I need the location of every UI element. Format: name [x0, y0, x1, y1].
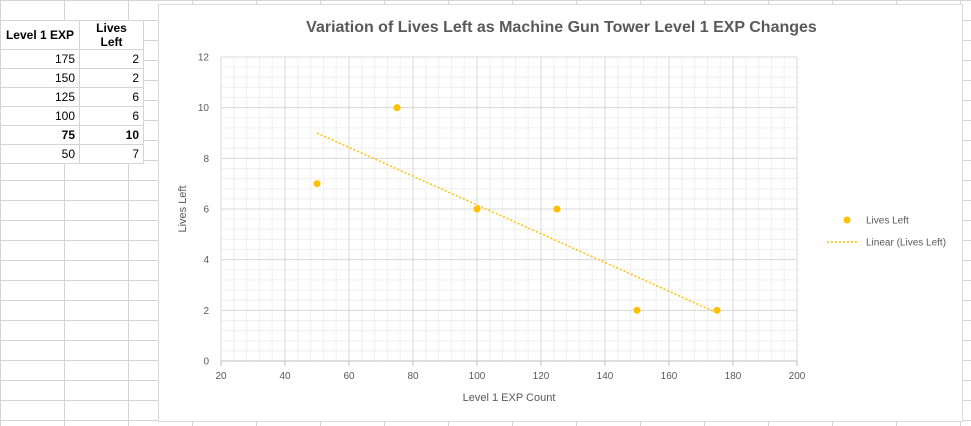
data-table: Level 1 EXP Lives Left 175 2 150 2 125 6…	[0, 20, 144, 164]
y-tick-label: 10	[198, 103, 210, 114]
y-tick-label: 6	[203, 205, 209, 216]
scatter-chart: 20 40 60 80 100 120 140 160 180 200 0 2 4 6 8 10 12 Level…	[177, 53, 946, 405]
data-point	[553, 205, 561, 213]
header-level1-exp[interactable]: Level 1 EXP	[0, 20, 80, 50]
table-row: 100 6	[0, 106, 144, 126]
x-tick-label: 40	[279, 371, 291, 382]
data-point	[633, 306, 641, 314]
cell-lives[interactable]: 6	[79, 106, 144, 126]
chart-title: Variation of Lives Left as Machine Gun T…	[306, 19, 817, 36]
cell-lives[interactable]: 2	[79, 49, 144, 69]
legend-marker-lives-left	[843, 216, 851, 224]
table-row: 50 7	[0, 144, 144, 164]
x-tick-label: 200	[789, 371, 806, 382]
table-header-row: Level 1 EXP Lives Left	[0, 20, 144, 50]
cell-exp[interactable]: 175	[0, 49, 80, 69]
y-axis-title: Lives Left	[177, 185, 189, 232]
data-point	[713, 306, 721, 314]
cell-lives[interactable]: 7	[79, 144, 144, 164]
table-row: 75 10	[0, 125, 144, 145]
cell-exp[interactable]: 75	[0, 125, 80, 145]
x-tick-label: 80	[407, 371, 419, 382]
y-tick-label: 2	[203, 306, 209, 317]
cell-exp[interactable]: 50	[0, 144, 80, 164]
x-axis-title: Level 1 EXP Count	[463, 392, 556, 404]
x-tick-label: 120	[533, 371, 550, 382]
legend-label-lives-left: Lives Left	[866, 216, 909, 227]
data-point	[393, 104, 401, 112]
x-tick-label: 60	[343, 371, 355, 382]
chart-area[interactable]: Variation of Lives Left as Machine Gun T…	[158, 4, 963, 422]
y-tick-label: 0	[203, 357, 209, 368]
x-tick-label: 180	[725, 371, 742, 382]
cell-exp[interactable]: 125	[0, 87, 80, 107]
data-point	[473, 205, 481, 213]
table-row: 125 6	[0, 87, 144, 107]
cell-lives[interactable]: 10	[79, 125, 144, 145]
table-row: 150 2	[0, 68, 144, 88]
y-tick-label: 4	[203, 255, 209, 266]
cell-exp[interactable]: 100	[0, 106, 80, 126]
trendline	[316, 132, 718, 314]
x-tick-label: 140	[597, 371, 614, 382]
data-point	[313, 180, 321, 188]
cell-exp[interactable]: 150	[0, 68, 80, 88]
x-tick-label: 160	[661, 371, 678, 382]
cell-lives[interactable]: 6	[79, 87, 144, 107]
cell-lives[interactable]: 2	[79, 68, 144, 88]
y-tick-label: 12	[198, 53, 210, 64]
legend-label-trendline: Linear (Lives Left)	[866, 238, 946, 249]
y-tick-label: 8	[203, 154, 209, 165]
table-row: 175 2	[0, 49, 144, 69]
header-lives-left[interactable]: Lives Left	[79, 20, 144, 50]
x-tick-label: 20	[215, 371, 227, 382]
x-tick-label: 100	[469, 371, 486, 382]
